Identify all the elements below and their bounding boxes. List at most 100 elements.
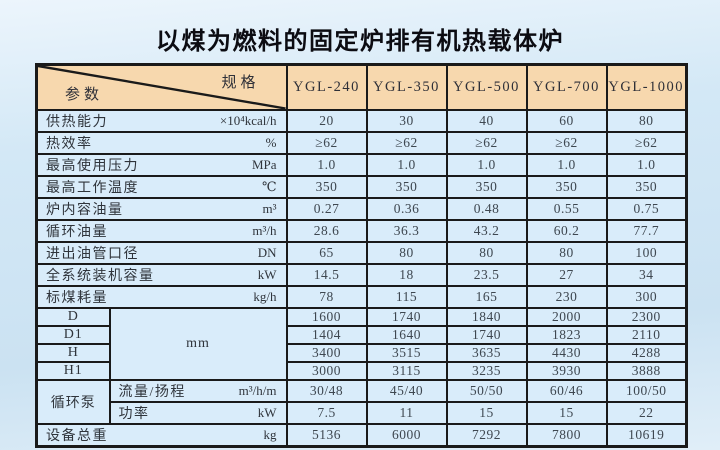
value-cell: 3235	[445, 360, 528, 381]
value-cell: 230	[525, 284, 608, 309]
value-cell: 3888	[605, 360, 688, 381]
header-row: 规格 参数 YGL-240 YGL-350 YGL-500 YGL-700 YG…	[35, 63, 688, 111]
value-cell: 1.0	[445, 152, 528, 177]
value-cell: 0.48	[445, 196, 528, 221]
value-cell: 5136	[285, 422, 368, 447]
value-cell: 1.0	[285, 152, 368, 177]
param-cell: 流量/扬程 m³/h/m	[108, 378, 288, 403]
param-name: 热效率	[46, 136, 93, 152]
table-row-pump-power: 功率 kW 7.5 11 15 15 22	[37, 400, 688, 425]
param-unit: DN	[257, 244, 277, 260]
corner-header-cell: 规格 参数	[35, 63, 288, 111]
table-row-pipe-diameter: 进出油管口径 DN 65 80 80 80 100	[35, 240, 688, 265]
value-cell: 50/50	[445, 378, 528, 403]
value-cell: 80	[605, 108, 688, 133]
param-cell: 循环油量 m³/h	[35, 218, 288, 243]
param-cell: 标煤耗量 kg/h	[35, 284, 288, 309]
pump-group-label: 循环泵	[35, 378, 111, 425]
param-cell: 炉内容油量 m³	[35, 196, 288, 221]
table-row-dimension-d: D mm 1600 1740 1840 2000 2300	[35, 306, 688, 381]
table-row-dimension-h: H 3400 3515 3635 4430 4288	[35, 342, 688, 363]
table-row-dimension-d1: D1 1404 1640 1740 1823 2110	[35, 324, 688, 345]
value-cell: 1600	[285, 306, 368, 327]
value-cell: ≥62	[525, 130, 608, 155]
value-cell: 3635	[445, 342, 528, 363]
table-row-heat-capacity: 供热能力 ×10⁴kcal/h 20 30 40 60 80	[35, 108, 688, 133]
param-name: 循环油量	[46, 224, 108, 240]
value-cell: ≥62	[365, 130, 448, 155]
value-cell: 15	[525, 400, 608, 425]
page-title: 以煤为燃料的固定炉排有机热载体炉	[156, 28, 564, 55]
param-cell: 供热能力 ×10⁴kcal/h	[35, 108, 288, 133]
value-cell: 165	[445, 284, 528, 309]
value-cell: 23.5	[445, 262, 528, 287]
value-cell: 60.2	[525, 218, 608, 243]
value-cell: 11	[365, 400, 448, 425]
value-cell: 18	[365, 262, 448, 287]
value-cell: 43.2	[445, 218, 528, 243]
column-header-ygl-1000: YGL-1000	[605, 63, 688, 111]
value-cell: 1740	[445, 324, 528, 345]
value-cell: 7292	[445, 422, 528, 447]
value-cell: 45/40	[365, 378, 448, 403]
value-cell: 300	[605, 284, 688, 309]
value-cell: 80	[445, 240, 528, 265]
value-cell: 20	[285, 108, 368, 133]
value-cell: 3400	[285, 342, 368, 363]
value-cell: 1.0	[525, 152, 608, 177]
value-cell: 80	[525, 240, 608, 265]
param-unit: kg	[263, 426, 277, 442]
value-cell: 3515	[365, 342, 448, 363]
param-cell: 全系统装机容量 kW	[35, 262, 288, 287]
value-cell: ≥62	[605, 130, 688, 155]
spec-label: 规格	[221, 75, 260, 91]
value-cell: 80	[365, 240, 448, 265]
column-header-ygl-350: YGL-350	[365, 63, 448, 111]
value-cell: 0.27	[285, 196, 368, 221]
value-cell: 0.55	[525, 196, 608, 221]
param-name: 设备总重	[46, 428, 108, 444]
value-cell: 4288	[605, 342, 688, 363]
column-header-ygl-240: YGL-240	[285, 63, 368, 111]
param-cell: 进出油管口径 DN	[35, 240, 288, 265]
param-cell: 最高工作温度 ℃	[35, 174, 288, 199]
value-cell: 6000	[365, 422, 448, 447]
table-row-thermal-efficiency: 热效率 % ≥62 ≥62 ≥62 ≥62 ≥62	[35, 130, 688, 155]
table-row-oil-volume: 炉内容油量 m³ 0.27 0.36 0.48 0.55 0.75	[35, 196, 688, 221]
table-row-total-weight: 设备总重 kg 5136 6000 7292 7800 10619	[35, 422, 688, 447]
table-row-coal-consumption: 标煤耗量 kg/h 78 115 165 230 300	[35, 284, 688, 309]
param-name: 供热能力	[46, 114, 108, 130]
param-name: 全系统装机容量	[46, 268, 155, 284]
value-cell: 77.7	[605, 218, 688, 243]
table-row-max-temperature: 最高工作温度 ℃ 350 350 350 350 350	[35, 174, 688, 199]
table-row-pump-flow-head: 循环泵 流量/扬程 m³/h/m 30/48 45/40 50/50 60/46…	[35, 378, 688, 425]
param-unit: kW	[257, 266, 277, 282]
param-unit: %	[265, 134, 277, 150]
value-cell: 78	[285, 284, 368, 309]
spec-table: 规格 参数 YGL-240 YGL-350 YGL-500 YGL-700 YG…	[35, 63, 688, 448]
value-cell: 1840	[445, 306, 528, 327]
value-cell: 3930	[525, 360, 608, 381]
value-cell: 7.5	[285, 400, 368, 425]
value-cell: 27	[525, 262, 608, 287]
column-header-ygl-500: YGL-500	[445, 63, 528, 111]
value-cell: 0.36	[365, 196, 448, 221]
value-cell: 30	[365, 108, 448, 133]
value-cell: 1.0	[605, 152, 688, 177]
param-unit: kg/h	[253, 288, 277, 304]
value-cell: 1740	[365, 306, 448, 327]
param-name: 最高使用压力	[46, 158, 139, 174]
value-cell: 65	[285, 240, 368, 265]
value-cell: 350	[365, 174, 448, 199]
value-cell: 3000	[285, 360, 368, 381]
table-row-max-pressure: 最高使用压力 MPa 1.0 1.0 1.0 1.0 1.0	[35, 152, 688, 177]
value-cell: 1640	[365, 324, 448, 345]
param-unit: MPa	[251, 156, 277, 172]
column-header-ygl-700: YGL-700	[525, 63, 608, 111]
dimension-label: H	[35, 342, 111, 363]
param-unit: m³/h/m	[238, 382, 277, 398]
param-name: 标煤耗量	[46, 290, 108, 306]
param-name: 炉内容油量	[46, 202, 124, 218]
value-cell: 2000	[525, 306, 608, 327]
value-cell: 4430	[525, 342, 608, 363]
